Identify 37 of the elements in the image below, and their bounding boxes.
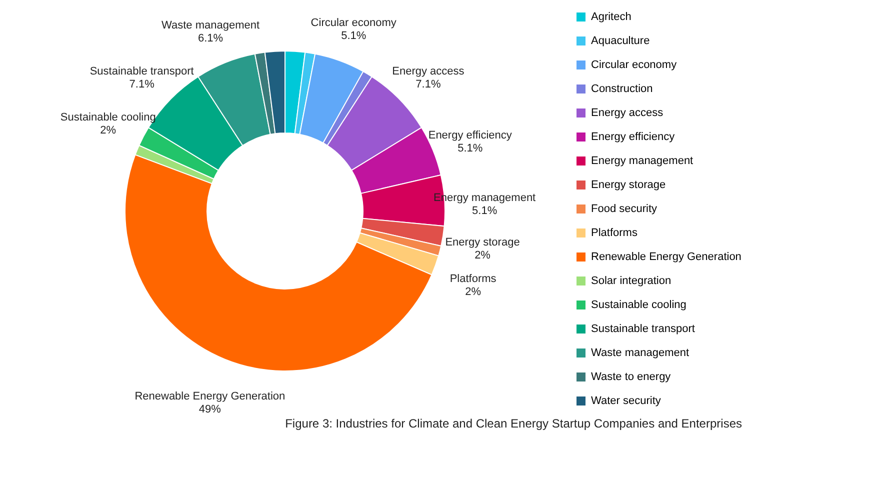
legend-label: Agritech	[591, 11, 632, 23]
legend-label: Aquaculture	[591, 35, 650, 47]
legend-label: Sustainable transport	[591, 323, 695, 335]
legend-label: Platforms	[591, 227, 638, 239]
legend-label: Energy access	[591, 107, 664, 119]
data-label: 2%	[100, 124, 116, 137]
legend-label: Energy management	[591, 155, 694, 167]
data-label: 7.1%	[129, 78, 155, 90]
data-label: 7.1%	[416, 78, 441, 90]
legend-label: Energy storage	[591, 179, 666, 191]
legend-label: Water security	[591, 395, 662, 407]
legend-label: Sustainable cooling	[591, 299, 686, 311]
data-label: 5.1%	[472, 204, 498, 217]
slice-label: Renewable Energy Generation	[134, 390, 286, 402]
data-label: 2%	[465, 286, 482, 298]
slice-label: Platforms	[450, 273, 497, 286]
legend-label: Waste to energy	[591, 371, 672, 383]
data-label: 5.1%	[458, 142, 483, 154]
legend-label: Waste management	[591, 347, 690, 359]
legend-label: Circular economy	[591, 59, 678, 71]
legend-label: Energy efficiency	[591, 131, 676, 143]
slice-label: Energy storage	[445, 236, 520, 248]
slice-label: Circular economy	[310, 17, 397, 30]
data-label: 5.1%	[341, 30, 366, 42]
data-label: 2%	[474, 249, 491, 262]
data-label: 6.1%	[198, 32, 224, 44]
legend-label: Food security	[591, 203, 658, 215]
legend-label: Construction	[591, 83, 653, 95]
slice-label: Waste management	[161, 19, 260, 32]
slice-label: Energy efficiency	[428, 129, 512, 142]
legend-label: Renewable Energy Generation	[591, 251, 742, 263]
slice-label: Energy access	[392, 65, 465, 78]
data-label: 49%	[198, 403, 222, 416]
text: Figure 3: Industries for Climate and Clean Energy Startup Companies and Enterprises	[285, 416, 742, 430]
slice-label: Sustainable cooling	[60, 112, 156, 124]
slice-label: Sustainable transport	[90, 65, 194, 78]
legend-label: Solar integration	[591, 275, 672, 287]
